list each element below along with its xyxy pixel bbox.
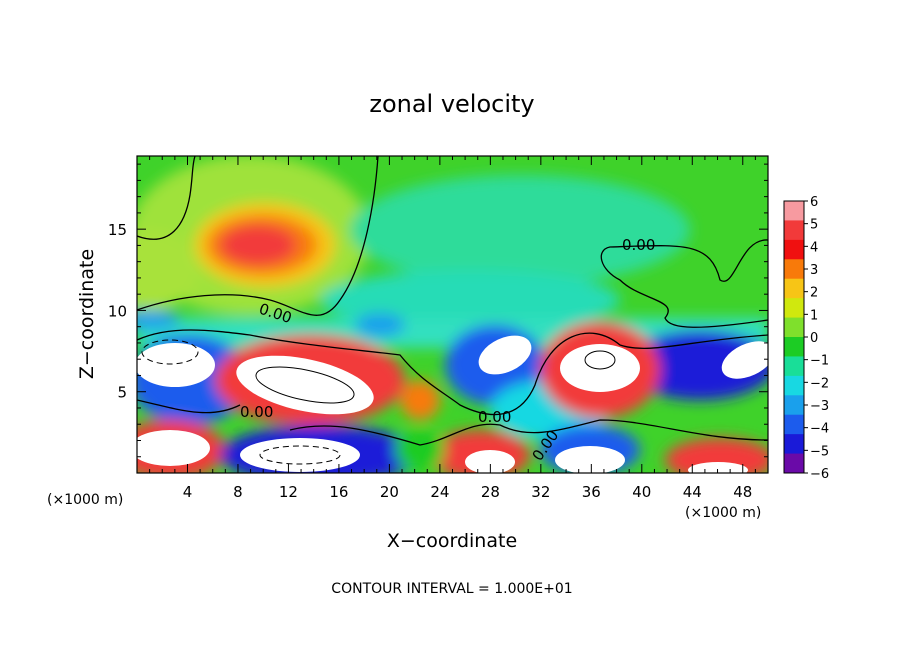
x-tick-label: 20 — [380, 483, 399, 501]
x-tick-label: 48 — [733, 483, 752, 501]
x-unit-right: (×1000 m) — [685, 505, 761, 521]
colorbar-swatch — [784, 434, 804, 455]
colorbar-tick-label: 2 — [810, 286, 818, 301]
x-tick-label: 12 — [279, 483, 298, 501]
x-axis: 4 8 12 16 20 24 28 32 36 40 44 48 — [149, 156, 756, 501]
x-axis-label: X−coordinate — [387, 530, 517, 552]
y-axis: 5 10 15 — [108, 163, 768, 458]
colorbar-swatch — [784, 317, 804, 338]
colorbar-tick-label: −3 — [810, 399, 829, 414]
x-tick-label: 4 — [183, 483, 193, 501]
colorbar-tick-label: 4 — [810, 240, 818, 255]
contour-label: 0.00 — [622, 236, 655, 254]
x-tick-label: 40 — [632, 483, 651, 501]
colorbar-swatch — [784, 239, 804, 260]
y-tick-label: 10 — [108, 302, 127, 320]
colorbar-swatch — [784, 278, 804, 299]
colorbar-swatch — [784, 414, 804, 435]
colorbar-swatch — [784, 337, 804, 357]
colorbar-swatch — [784, 259, 804, 280]
y-tick-label: 15 — [108, 221, 127, 239]
x-tick-label: 36 — [582, 483, 601, 501]
colorbar-tick-label: 6 — [810, 195, 818, 210]
y-tick-label: 5 — [117, 384, 127, 402]
x-tick-label: 32 — [531, 483, 550, 501]
chart-title: zonal velocity — [369, 90, 534, 118]
colorbar-tick-label: 3 — [810, 263, 818, 278]
x-tick-label: 16 — [329, 483, 348, 501]
velocity-field — [137, 156, 768, 473]
colorbar-swatch — [784, 395, 804, 416]
y-axis-label: Z−coordinate — [76, 249, 98, 379]
colorbar-tick-label: 5 — [810, 218, 818, 233]
contour-label: 0.00 — [240, 403, 273, 421]
colorbar-tick-label: −4 — [810, 422, 829, 437]
colorbar-tick-label: −6 — [810, 467, 829, 482]
colorbar-tick-label: −2 — [810, 376, 829, 391]
colorbar: 6 5 4 3 2 1 0 −1 −2 −3 −4 −5 −6 — [783, 195, 829, 482]
colorbar-tick-label: 1 — [810, 308, 818, 323]
x-unit-left: (×1000 m) — [47, 492, 123, 508]
colorbar-swatch — [784, 375, 804, 396]
contour-interval-note: CONTOUR INTERVAL = 1.000E+01 — [331, 581, 572, 597]
colorbar-tick-label: −5 — [810, 444, 829, 459]
contour-label: 0.00 — [478, 408, 511, 426]
x-tick-label: 28 — [481, 483, 500, 501]
colorbar-tick-label: −1 — [810, 354, 829, 369]
colorbar-swatch — [784, 220, 804, 241]
x-tick-label: 8 — [233, 483, 243, 501]
x-tick-label: 24 — [430, 483, 449, 501]
colorbar-tick-label: 0 — [810, 331, 818, 346]
colorbar-swatch — [784, 201, 804, 221]
colorbar-swatch — [784, 453, 804, 474]
colorbar-swatch — [784, 356, 804, 377]
colorbar-swatch — [784, 298, 804, 319]
x-tick-label: 44 — [683, 483, 702, 501]
